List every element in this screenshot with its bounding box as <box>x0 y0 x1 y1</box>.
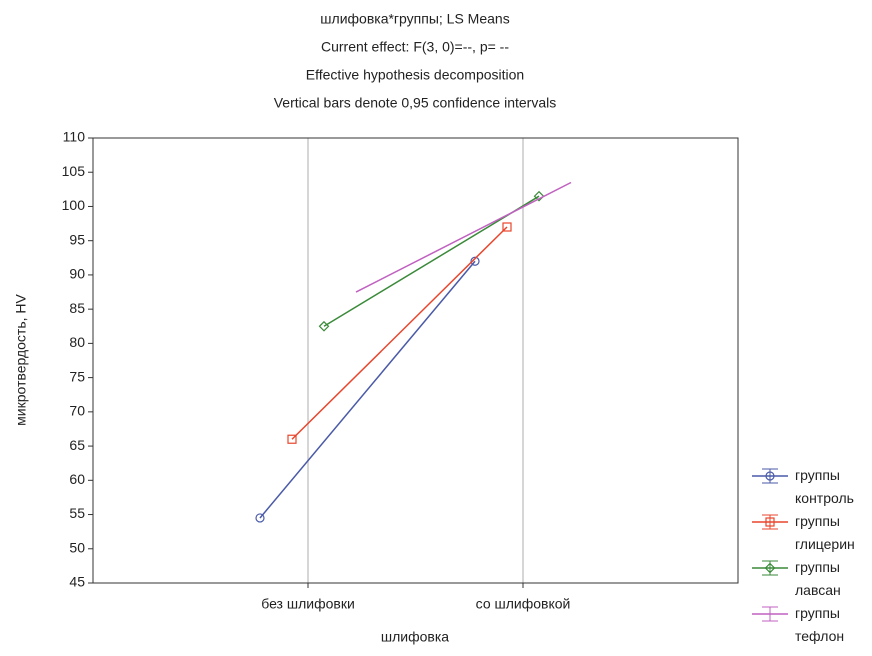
marker <box>765 517 775 527</box>
legend-label: группы глицерин <box>795 513 855 552</box>
y-tick-label: 110 <box>63 129 86 145</box>
y-tick-label: 90 <box>69 266 85 282</box>
chart-subtitle: Effective hypothesis decomposition <box>306 67 524 83</box>
marker <box>287 434 297 444</box>
chart-title: шлифовка*группы; LS Means <box>320 11 509 27</box>
y-axis-label: микротвердость, HV <box>13 294 29 426</box>
y-tick-label: 100 <box>62 197 86 213</box>
y-tick-label: 95 <box>69 231 85 247</box>
y-tick-label: 60 <box>69 471 85 487</box>
chart-subtitle: Vertical bars denote 0,95 confidence int… <box>274 95 557 111</box>
series-line <box>355 181 572 293</box>
y-tick-label: 70 <box>69 403 85 419</box>
y-tick-label: 80 <box>69 334 85 350</box>
x-tick-label: без шлифовки <box>261 596 355 612</box>
chart-subtitle: Current effect: F(3, 0)=--, p= -- <box>321 39 509 55</box>
y-tick-label: 85 <box>69 300 85 316</box>
y-tick-label: 105 <box>62 163 86 179</box>
x-axis-label: шлифовка <box>381 629 449 645</box>
y-tick-label: 45 <box>69 574 85 590</box>
series-line <box>259 260 476 519</box>
x-tick-label: со шлифовкой <box>476 596 571 612</box>
marker <box>502 222 512 232</box>
legend-label: группы лавсан <box>795 559 841 598</box>
y-tick-label: 65 <box>69 437 85 453</box>
y-tick-label: 55 <box>69 505 85 521</box>
series-line <box>291 226 508 440</box>
marker <box>764 562 776 574</box>
legend-label: группы тефлон <box>795 605 845 644</box>
marker <box>470 256 480 266</box>
marker <box>255 513 265 523</box>
marker <box>533 190 545 202</box>
legend-label: группы контроль <box>795 467 854 506</box>
marker <box>318 320 330 332</box>
y-tick-label: 75 <box>69 368 85 384</box>
y-tick-label: 50 <box>69 539 85 555</box>
plot-frame <box>92 137 739 584</box>
marker <box>765 471 775 481</box>
